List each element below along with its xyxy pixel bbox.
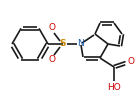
Text: O: O bbox=[48, 24, 55, 33]
Text: O: O bbox=[48, 56, 55, 65]
Text: S: S bbox=[60, 39, 66, 48]
Text: N: N bbox=[77, 38, 83, 47]
Text: HO: HO bbox=[107, 83, 121, 92]
Text: O: O bbox=[128, 57, 135, 66]
